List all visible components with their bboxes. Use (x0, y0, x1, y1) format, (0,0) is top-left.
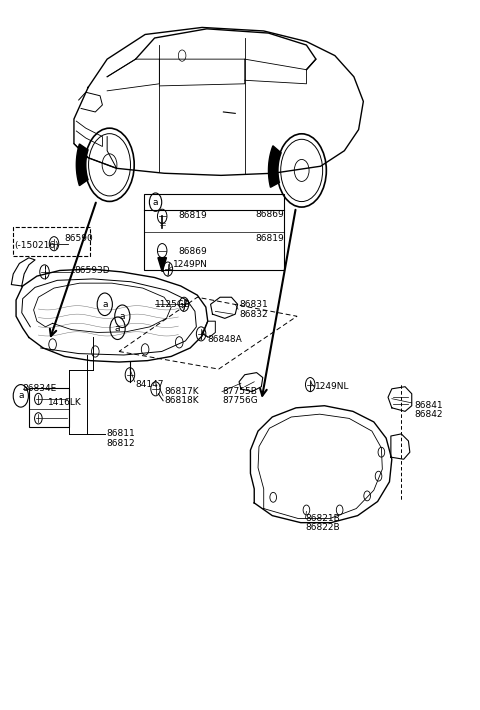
Text: a: a (153, 197, 158, 207)
Text: 86818K: 86818K (164, 396, 199, 405)
Text: 86819: 86819 (255, 234, 284, 244)
Text: 86831: 86831 (239, 300, 268, 309)
Text: 86812: 86812 (106, 439, 135, 447)
Text: 86848A: 86848A (208, 335, 242, 344)
Bar (13, 226, 90, 256)
Text: 1125GB: 1125GB (155, 300, 191, 309)
Bar (144, 195, 284, 271)
Text: 86593D: 86593D (74, 266, 109, 275)
Text: 1249PN: 1249PN (173, 261, 207, 269)
Text: 1249NL: 1249NL (315, 382, 349, 391)
Polygon shape (158, 258, 167, 272)
Text: 86869: 86869 (255, 209, 284, 219)
Text: a: a (120, 312, 125, 321)
Text: 86834E: 86834E (23, 384, 57, 393)
Text: (-150216): (-150216) (14, 241, 59, 251)
Text: a: a (102, 300, 108, 309)
Text: 86842: 86842 (415, 410, 443, 420)
Text: a: a (115, 324, 120, 333)
Text: 86822B: 86822B (305, 523, 340, 532)
Text: 87756G: 87756G (222, 396, 258, 405)
Text: a: a (18, 391, 24, 400)
Polygon shape (268, 146, 281, 187)
Text: 86819: 86819 (179, 211, 207, 220)
Text: 86821B: 86821B (305, 514, 340, 523)
Text: 86817K: 86817K (164, 387, 199, 396)
Circle shape (88, 133, 131, 196)
Text: 86869: 86869 (179, 247, 207, 256)
Bar (29, 388, 69, 427)
Text: 86832: 86832 (239, 310, 268, 319)
Text: 87755B: 87755B (222, 387, 257, 396)
Text: 86841: 86841 (415, 401, 443, 410)
Text: 86590: 86590 (64, 234, 93, 244)
Text: 84147: 84147 (136, 380, 164, 389)
Polygon shape (76, 144, 88, 185)
Circle shape (281, 139, 323, 202)
Text: 1416LK: 1416LK (48, 398, 82, 408)
Text: 86811: 86811 (106, 430, 135, 438)
